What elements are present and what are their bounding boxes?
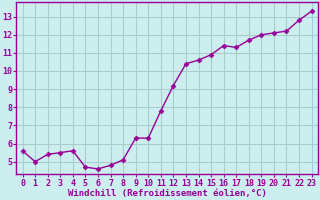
X-axis label: Windchill (Refroidissement éolien,°C): Windchill (Refroidissement éolien,°C) — [68, 189, 267, 198]
